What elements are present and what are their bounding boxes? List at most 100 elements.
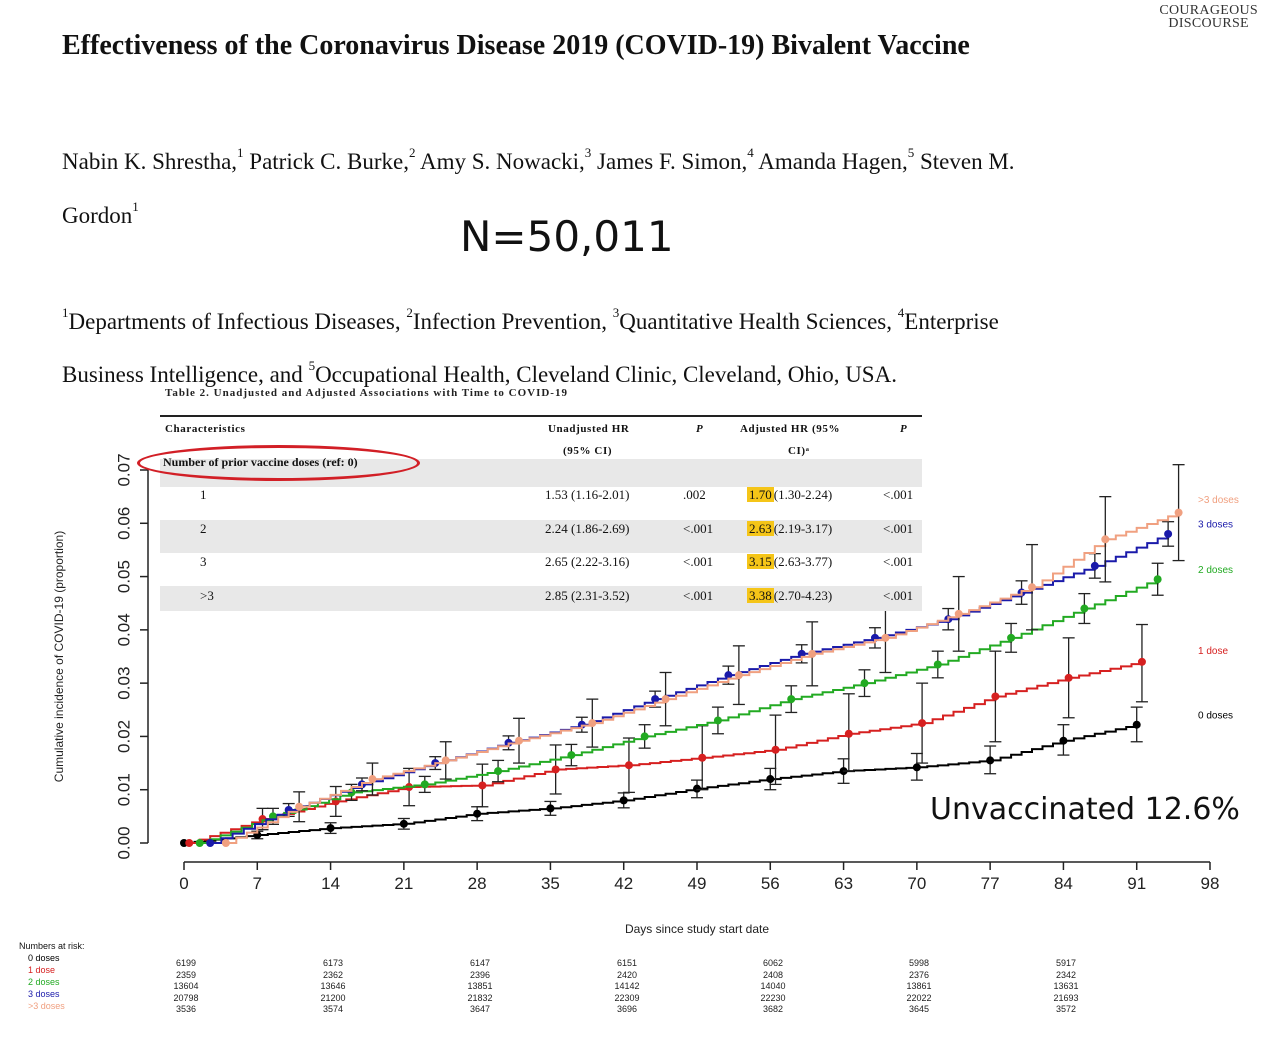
- x-tick-label: 14: [321, 874, 340, 893]
- x-tick-label: 28: [468, 874, 487, 893]
- risk-count: 6199: [175, 958, 197, 968]
- data-point: [1174, 508, 1183, 517]
- data-point: [933, 660, 942, 669]
- risk-count: 13604: [173, 981, 199, 991]
- risk-count: 3574: [322, 1004, 344, 1014]
- author-name: Patrick C. Burke,: [249, 149, 409, 174]
- data-point: [588, 719, 597, 728]
- data-point: [399, 819, 408, 828]
- risk-count: 2362: [322, 969, 344, 980]
- risk-group-label: 1 dose: [28, 965, 56, 975]
- author-sup: 2: [408, 145, 416, 160]
- table-caption: Table 2. Unadjusted and Adjusted Associa…: [165, 387, 568, 399]
- data-point: [326, 824, 335, 833]
- data-point: [986, 756, 995, 765]
- risk-table-title: Numbers at risk:: [19, 941, 85, 951]
- risk-group-label: >3 doses: [28, 1001, 65, 1011]
- author-name: James F. Simon,: [597, 149, 748, 174]
- data-point: [185, 839, 194, 847]
- table-header-unadjusted-ci: (95% CI): [563, 445, 613, 457]
- x-tick-label: 7: [253, 874, 262, 893]
- x-tick-label: 35: [541, 874, 560, 893]
- risk-count: 2420: [616, 969, 638, 980]
- data-point: [195, 839, 204, 847]
- table-cell-adjusted-hr: 3.15 (2.63-3.77): [747, 554, 832, 570]
- highlighted-adjusted-hr: 3.15: [747, 554, 774, 569]
- risk-count: 13631: [1053, 981, 1079, 991]
- table-header-characteristics: Characteristics: [165, 423, 246, 435]
- risk-count: 3536: [175, 1004, 197, 1014]
- risk-count: 13861: [906, 981, 932, 991]
- data-point: [771, 745, 780, 754]
- affiliation-text: Enterprise: [904, 309, 999, 334]
- data-point: [1137, 657, 1146, 666]
- data-point: [624, 761, 633, 770]
- y-tick-label: 0.06: [114, 507, 133, 540]
- data-point: [1132, 720, 1141, 729]
- author-sup: 1: [132, 199, 139, 214]
- series-label: 1 dose: [1198, 646, 1228, 657]
- table-cell-p-adjusted: <.001: [883, 588, 914, 603]
- affiliation-text: Occupational Health, Cleveland Clinic, C…: [315, 362, 897, 387]
- data-point: [661, 695, 670, 704]
- risk-count: 6173: [322, 958, 344, 968]
- data-point: [918, 719, 927, 728]
- courageous-discourse-logo: Courageous Discourse: [1159, 4, 1258, 31]
- data-point: [619, 796, 628, 805]
- data-point: [1164, 529, 1173, 538]
- data-point: [787, 695, 796, 704]
- data-point: [693, 784, 701, 793]
- risk-count: 21693: [1053, 992, 1079, 1003]
- data-point: [912, 763, 921, 772]
- data-point: [698, 753, 707, 762]
- x-tick-label: 84: [1054, 874, 1073, 893]
- table-cell-p-adjusted: <.001: [883, 487, 914, 502]
- risk-count: 3572: [1055, 1004, 1077, 1014]
- data-point: [724, 671, 733, 680]
- adjusted-ci: (2.70-4.23): [773, 588, 833, 603]
- risk-count: 14040: [760, 981, 786, 991]
- affiliations-line-1: 1Departments of Infectious Diseases, 2In…: [62, 305, 999, 335]
- data-point: [295, 802, 304, 811]
- unvaccinated-annotation: Unvaccinated 12.6%: [930, 792, 1240, 827]
- risk-count: 3696: [616, 1004, 638, 1014]
- adjusted-ci: (2.19-3.17): [773, 521, 833, 536]
- author-sup: 1: [237, 145, 244, 160]
- data-point: [1080, 604, 1089, 613]
- data-point: [1090, 561, 1099, 570]
- affiliation-text: Infection Prevention,: [412, 309, 613, 334]
- risk-count: 5917: [1055, 958, 1077, 968]
- data-point: [368, 775, 377, 784]
- risk-group-label: 2 doses: [28, 977, 60, 987]
- series-label: 0 doses: [1198, 710, 1233, 721]
- table-header-adjusted: Adjusted HR (95%: [740, 423, 841, 435]
- affiliation-text: Departments of Infectious Diseases,: [68, 309, 407, 334]
- sample-size-label: N=50,011: [460, 212, 674, 261]
- risk-count: 22022: [906, 992, 932, 1003]
- table-header-p-adjusted: P: [900, 423, 908, 435]
- table-row-band: [160, 520, 922, 553]
- table-cell-doses: 2: [200, 521, 207, 536]
- series-label: >3 doses: [1198, 495, 1239, 506]
- data-point: [473, 809, 482, 818]
- data-point: [494, 767, 503, 776]
- affiliation-text: Quantitative Health Sciences,: [619, 309, 898, 334]
- table-cell-doses: >3: [200, 588, 214, 603]
- table-cell-p: <.001: [683, 554, 714, 569]
- author-sup: 3: [584, 145, 592, 160]
- risk-count: 2359: [175, 969, 197, 980]
- x-tick-label: 98: [1201, 874, 1220, 893]
- y-tick-label: 0.03: [114, 667, 133, 700]
- risk-count: 2376: [908, 969, 930, 980]
- x-tick-label: 91: [1127, 874, 1146, 893]
- risk-group-label: 0 doses: [28, 953, 60, 963]
- data-point: [420, 780, 429, 789]
- data-point: [515, 736, 524, 745]
- risk-count: 2342: [1055, 969, 1077, 980]
- risk-count: 21832: [467, 992, 493, 1003]
- data-point: [567, 751, 576, 760]
- y-tick-label: 0.07: [114, 453, 133, 486]
- risk-count: 14142: [614, 981, 640, 991]
- data-point: [640, 732, 649, 741]
